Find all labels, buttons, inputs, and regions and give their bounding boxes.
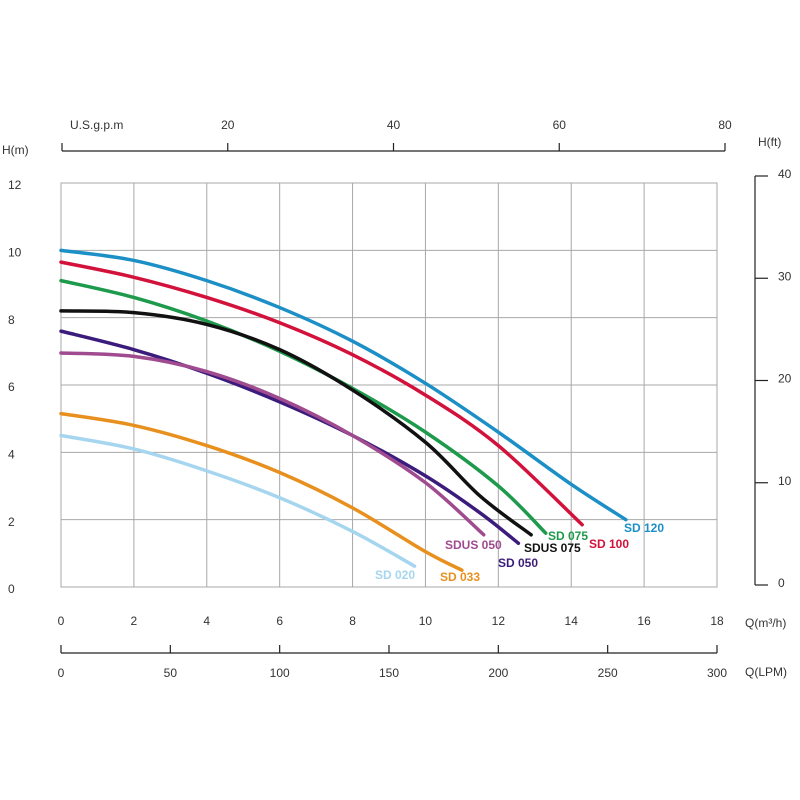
lpm-tick-label: 100: [270, 666, 290, 680]
pump-curve: [59, 248, 628, 522]
y2-axis-label: H(ft): [758, 135, 781, 149]
x-tick-label: 10: [419, 614, 433, 628]
lpm-tick-label: 300: [707, 666, 727, 680]
y-tick-label: 12: [8, 178, 22, 192]
x-tick-label: 4: [203, 614, 210, 628]
top-axis-label: U.S.g.p.m: [70, 118, 123, 132]
curve-label: SD 033: [440, 570, 480, 584]
lpm-tick-label: 0: [58, 666, 65, 680]
y2-tick-label: 10: [778, 474, 792, 488]
y-tick-label: 8: [8, 313, 15, 327]
x-tick-label: 16: [637, 614, 651, 628]
y-axis-label: H(m): [2, 143, 29, 157]
y-tick-label: 4: [8, 448, 15, 462]
x-tick-label: 18: [710, 614, 724, 628]
pump-curve: [59, 309, 533, 537]
lpm-tick-label: 150: [379, 666, 399, 680]
lpm-axis-label: Q(LPM): [745, 665, 787, 679]
curve-label: SDUS 050: [445, 538, 502, 552]
curve-label: SDUS 075: [524, 541, 581, 555]
pump-curve: [59, 411, 464, 572]
pump-curve: [59, 433, 417, 568]
x-tick-label: 12: [492, 614, 506, 628]
x-tick-label: 0: [58, 614, 65, 628]
curve-label: SD 100: [589, 537, 629, 551]
curve-label: SD 120: [624, 521, 664, 535]
y2-tick-label: 20: [778, 372, 792, 386]
curve-label: SD 020: [375, 568, 415, 582]
lpm-tick-label: 250: [598, 666, 618, 680]
y-tick-label: 6: [8, 380, 15, 394]
x-tick-label: 2: [131, 614, 138, 628]
lpm-tick-label: 200: [488, 666, 508, 680]
lpm-tick-label: 50: [164, 666, 178, 680]
y2-tick-label: 0: [778, 576, 785, 590]
top-tick-label: 60: [553, 118, 567, 132]
x-tick-label: 8: [349, 614, 356, 628]
pump-curve: [59, 351, 486, 537]
top-tick-label: 80: [718, 118, 732, 132]
pump-curve: [59, 260, 584, 527]
x-axis-label: Q(m³/h): [745, 616, 786, 630]
curve-label: SD 075: [548, 529, 588, 543]
y2-tick-label: 40: [778, 167, 792, 181]
y-tick-label: 2: [8, 515, 15, 529]
y2-tick-label: 30: [778, 269, 792, 283]
pump-curve: [59, 329, 521, 545]
y-tick-label: 0: [8, 582, 15, 596]
y-tick-label: 10: [8, 246, 22, 260]
top-tick-label: 20: [221, 118, 235, 132]
top-tick-label: 40: [387, 118, 401, 132]
curve-label: SD 050: [498, 556, 538, 570]
x-tick-label: 14: [565, 614, 579, 628]
x-tick-label: 6: [276, 614, 283, 628]
